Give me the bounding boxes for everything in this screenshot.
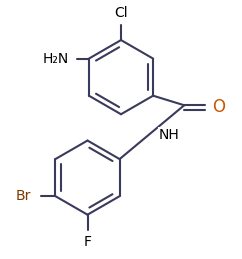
Text: Cl: Cl [114,6,128,20]
Text: F: F [83,235,91,249]
Text: H₂N: H₂N [42,52,68,66]
Text: NH: NH [159,128,180,142]
Text: O: O [212,98,225,116]
Text: Br: Br [16,189,31,203]
